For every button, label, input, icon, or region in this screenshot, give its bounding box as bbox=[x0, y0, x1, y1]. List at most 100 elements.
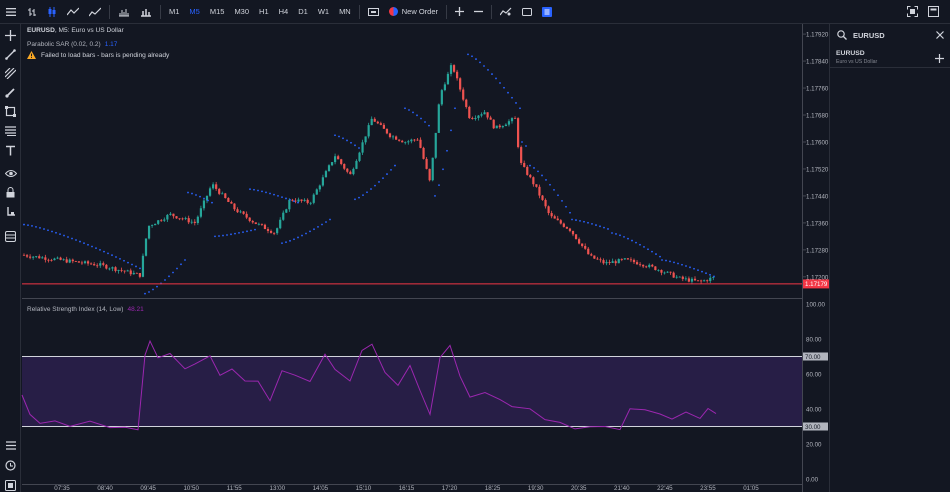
calendar-button[interactable] bbox=[363, 0, 384, 24]
rsi-legend[interactable]: Relative Strength Index (14, Low) 48.21 bbox=[27, 306, 144, 313]
history-tool[interactable] bbox=[0, 457, 21, 473]
zoom-in-button[interactable] bbox=[450, 0, 469, 24]
sar-legend[interactable]: Parabolic SAR (0.02, 0.2) 1.17 bbox=[27, 41, 117, 48]
watchlist-search[interactable]: EURUSD bbox=[830, 24, 950, 46]
candle-body bbox=[321, 177, 324, 186]
magnet-tool[interactable] bbox=[0, 204, 21, 220]
layers-icon bbox=[5, 230, 16, 242]
candles-button[interactable] bbox=[42, 0, 62, 24]
candle-body bbox=[90, 263, 93, 265]
sar-dot bbox=[180, 263, 182, 266]
sar-dot bbox=[156, 285, 158, 288]
timeframe-h4[interactable]: H4 bbox=[278, 7, 289, 16]
time-tick-label: 08:40 bbox=[97, 485, 113, 492]
sar-dot bbox=[685, 265, 687, 267]
crosshair-tool[interactable] bbox=[0, 27, 21, 43]
candle-body bbox=[456, 71, 459, 79]
price-tick-label: 1.17680 bbox=[806, 113, 829, 120]
candle-body bbox=[404, 142, 407, 144]
rsi-tick-label: 0.00 bbox=[806, 476, 819, 483]
bar-type-button[interactable] bbox=[22, 0, 42, 24]
timeframe-w1[interactable]: W1 bbox=[317, 7, 330, 16]
object-tree-button[interactable] bbox=[537, 0, 557, 24]
candle-body bbox=[388, 133, 392, 138]
fib-tool[interactable] bbox=[0, 65, 21, 81]
shapes-tool[interactable] bbox=[0, 103, 21, 119]
close-icon[interactable] bbox=[936, 31, 944, 39]
indicators-button[interactable] bbox=[113, 0, 135, 24]
candle-body bbox=[330, 162, 334, 166]
candle-body bbox=[379, 123, 382, 125]
line-chart-icon bbox=[67, 7, 79, 15]
candle-body bbox=[245, 213, 248, 218]
timeframe-m30[interactable]: M30 bbox=[234, 7, 250, 16]
warning-icon bbox=[27, 51, 36, 59]
hollow-line-button[interactable] bbox=[62, 0, 84, 24]
fullscreen-button[interactable] bbox=[923, 0, 944, 24]
timeframe-h1[interactable]: H1 bbox=[259, 7, 269, 16]
candle-body bbox=[324, 171, 328, 178]
candle-body bbox=[605, 262, 608, 264]
separator bbox=[491, 4, 492, 19]
indicator-button[interactable] bbox=[495, 0, 517, 24]
rsi-value: 48.21 bbox=[127, 306, 144, 313]
candle-body bbox=[175, 216, 178, 219]
volume-button[interactable] bbox=[135, 0, 157, 24]
search-value[interactable]: EURUSD bbox=[853, 30, 885, 40]
sar-dot bbox=[289, 198, 291, 201]
line-button[interactable] bbox=[84, 0, 106, 24]
candle-body bbox=[205, 195, 209, 201]
candle-body bbox=[22, 254, 26, 256]
watchlist-symbol-row[interactable]: EURUSD Euro vs US Dollar bbox=[830, 48, 950, 68]
time-tick-label: 21:40 bbox=[614, 485, 630, 492]
candle-body bbox=[157, 220, 160, 224]
sar-dot bbox=[67, 236, 69, 238]
candle-body bbox=[236, 209, 239, 213]
screenshot-button[interactable] bbox=[902, 0, 923, 24]
object-list-tool[interactable] bbox=[0, 437, 21, 453]
sar-dot bbox=[599, 225, 601, 228]
candle-body bbox=[568, 228, 572, 231]
candle-body bbox=[590, 254, 593, 256]
candle-body bbox=[468, 106, 471, 118]
menu-button[interactable] bbox=[0, 0, 22, 24]
sar-dot bbox=[507, 91, 509, 94]
candle-body bbox=[215, 184, 218, 189]
minus-icon bbox=[474, 10, 483, 13]
candle-body bbox=[672, 272, 675, 278]
timeframe-m1[interactable]: M1 bbox=[169, 7, 180, 16]
sar-dot bbox=[95, 247, 97, 250]
candle-body bbox=[544, 199, 547, 207]
candle-body bbox=[32, 256, 35, 258]
candle-body bbox=[410, 139, 413, 142]
candle-body bbox=[346, 168, 349, 172]
brush-tool[interactable] bbox=[0, 84, 21, 100]
timeframe-mn[interactable]: MN bbox=[339, 7, 351, 16]
candle-body bbox=[147, 225, 151, 239]
snapshot-tool[interactable] bbox=[0, 477, 21, 492]
new-order-label: New Order bbox=[401, 7, 438, 16]
trendline-tool[interactable] bbox=[0, 46, 21, 62]
candle-body bbox=[291, 199, 294, 201]
pattern-tool[interactable] bbox=[0, 122, 21, 138]
timeframe-m5[interactable]: M5 bbox=[189, 7, 200, 16]
lock-tool[interactable] bbox=[0, 184, 21, 200]
timeframe-d1[interactable]: D1 bbox=[298, 7, 308, 16]
layers-tool[interactable] bbox=[0, 228, 21, 244]
candle-body bbox=[99, 263, 102, 266]
text-tool[interactable] bbox=[0, 142, 21, 158]
sar-dot bbox=[374, 184, 376, 187]
new-order-button[interactable]: New Order bbox=[384, 0, 443, 24]
candle-body bbox=[68, 259, 71, 263]
sar-dot bbox=[386, 173, 388, 175]
candle-body bbox=[254, 222, 257, 224]
hide-drawings-tool[interactable] bbox=[0, 165, 21, 181]
timeframe-m15[interactable]: M15 bbox=[209, 7, 225, 16]
volume-icon bbox=[141, 8, 151, 17]
separator bbox=[160, 4, 161, 19]
template-button[interactable] bbox=[517, 0, 537, 24]
sar-dot bbox=[525, 145, 527, 147]
add-icon[interactable] bbox=[935, 54, 944, 63]
zoom-out-button[interactable] bbox=[469, 0, 488, 24]
